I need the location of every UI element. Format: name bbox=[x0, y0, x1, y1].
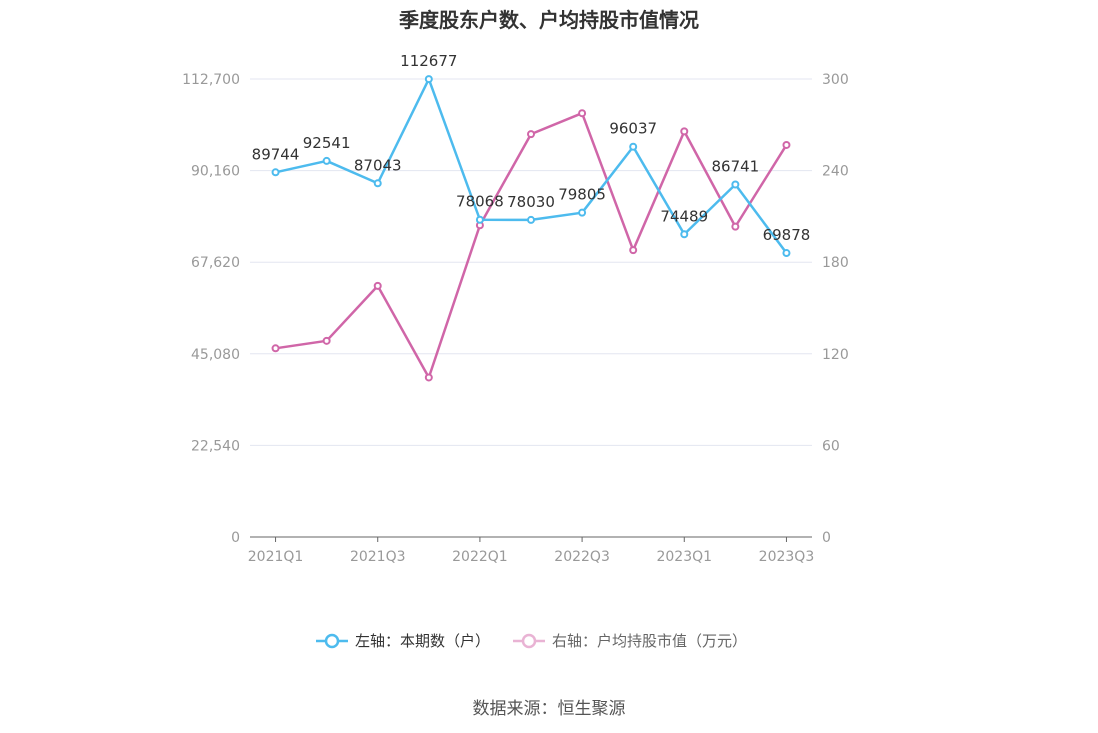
legend-label: 左轴：本期数（户） bbox=[355, 632, 490, 650]
data-point bbox=[424, 373, 433, 382]
x-axis-tick-label: 2022Q3 bbox=[554, 549, 610, 565]
data-label: 96037 bbox=[609, 120, 657, 138]
data-label: 89744 bbox=[252, 145, 300, 163]
data-point bbox=[578, 109, 587, 118]
data-point bbox=[731, 222, 740, 231]
data-point bbox=[731, 180, 740, 189]
left-axis-tick-label: 67,620 bbox=[191, 255, 240, 271]
left-axis-tick-label: 22,540 bbox=[191, 438, 240, 454]
data-point bbox=[680, 127, 689, 136]
x-axis-tick-label: 2023Q3 bbox=[759, 549, 815, 565]
data-label: 112677 bbox=[400, 52, 457, 70]
legend-marker bbox=[521, 633, 537, 649]
data-point bbox=[322, 336, 331, 345]
data-point bbox=[271, 344, 280, 353]
data-label: 79805 bbox=[558, 186, 606, 204]
data-label: 86741 bbox=[712, 157, 760, 175]
data-point bbox=[629, 142, 638, 151]
data-label: 92541 bbox=[303, 134, 351, 152]
right-axis-tick-label: 60 bbox=[822, 438, 840, 454]
left-axis-tick-label: 0 bbox=[231, 530, 240, 546]
x-axis-tick-label: 2023Q1 bbox=[656, 549, 712, 565]
left-axis-tick-label: 90,160 bbox=[191, 164, 240, 180]
data-label: 78068 bbox=[456, 193, 504, 211]
right-axis-tick-label: 240 bbox=[822, 164, 849, 180]
right-axis-tick-label: 0 bbox=[822, 530, 831, 546]
legend-label: 右轴：户均持股市值（万元） bbox=[552, 632, 747, 650]
data-point bbox=[782, 249, 791, 258]
data-point bbox=[424, 75, 433, 84]
data-label: 78030 bbox=[507, 193, 555, 211]
right-axis-tick-label: 120 bbox=[822, 347, 849, 363]
series-line bbox=[275, 77, 788, 254]
data-point bbox=[527, 215, 535, 224]
data-point bbox=[322, 156, 331, 165]
data-point bbox=[578, 208, 587, 217]
data-source: 数据来源：恒生聚源 bbox=[472, 699, 626, 719]
series-line bbox=[275, 111, 788, 379]
right-axis-tick-label: 180 bbox=[822, 255, 849, 271]
data-label: 87043 bbox=[354, 156, 402, 174]
data-point bbox=[680, 230, 689, 239]
data-point bbox=[475, 215, 484, 224]
right-axis-tick-label: 300 bbox=[822, 72, 849, 88]
data-label: 74489 bbox=[660, 207, 708, 225]
data-point bbox=[629, 246, 638, 255]
data-point bbox=[271, 168, 280, 177]
left-axis-tick-label: 45,080 bbox=[191, 347, 240, 363]
left-axis-tick-label: 112,700 bbox=[182, 72, 240, 88]
x-axis-tick-label: 2022Q1 bbox=[452, 549, 508, 565]
data-point bbox=[373, 179, 382, 188]
chart-title: 季度股东户数、户均持股市值情况 bbox=[399, 8, 699, 32]
legend-marker bbox=[324, 633, 340, 649]
data-point bbox=[373, 281, 382, 290]
x-axis-tick-label: 2021Q1 bbox=[248, 549, 304, 565]
data-label: 69878 bbox=[763, 226, 811, 244]
x-axis-tick-label: 2021Q3 bbox=[350, 549, 406, 565]
data-point bbox=[527, 130, 535, 139]
data-point bbox=[782, 140, 791, 149]
